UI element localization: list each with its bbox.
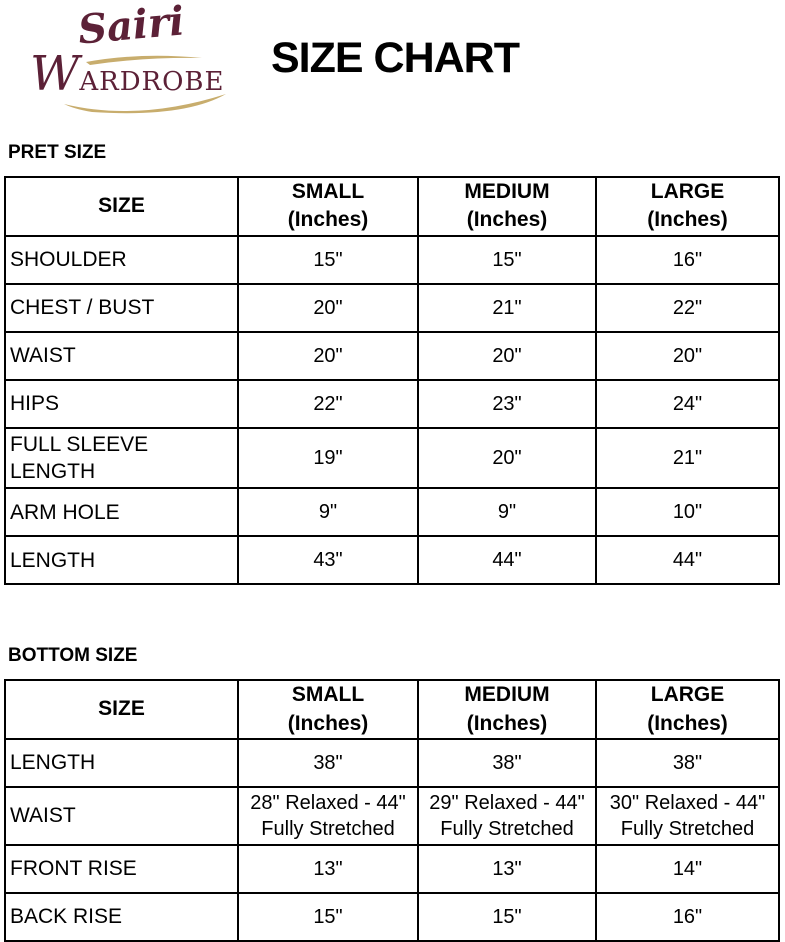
table-row: ARM HOLE 9" 9" 10" bbox=[4, 487, 780, 538]
column-header-small: SMALL (Inches) bbox=[237, 679, 419, 740]
value-cell: 20" bbox=[237, 282, 419, 333]
pret-size-section: PRET SIZE SIZE SMALL (Inches) MEDIUM (Inch… bbox=[4, 142, 781, 586]
value-cell: 9" bbox=[237, 487, 419, 538]
bottom-size-table: SIZE SMALL (Inches) MEDIUM (Inches) LARGE(… bbox=[4, 679, 780, 942]
row-label-cell: WAIST bbox=[4, 785, 239, 846]
value-cell: 16" bbox=[595, 234, 780, 285]
table-row: WAIST 28" Relaxed - 44" Fully Stretched … bbox=[4, 785, 780, 846]
row-label-cell: ARM HOLE bbox=[4, 487, 239, 538]
value-cell: 22" bbox=[237, 378, 419, 429]
value-cell: 23" bbox=[417, 378, 597, 429]
column-header-large: LARGE (Inches) bbox=[595, 679, 780, 740]
pret-size-heading: PRET SIZE bbox=[8, 142, 107, 163]
value-cell: 20" bbox=[595, 330, 780, 381]
value-cell: 15" bbox=[237, 234, 419, 285]
row-label-cell: WAIST bbox=[4, 330, 239, 381]
row-label-cell: FULL SLEEVE LENGTH bbox=[4, 426, 239, 490]
table-row: SHOULDER 15" 15" 16" bbox=[4, 234, 780, 285]
value-cell: 29" Relaxed - 44" Fully Stretched bbox=[417, 785, 597, 846]
table-row: HIPS 22" 23" 24" bbox=[4, 378, 780, 429]
table-row: WAIST 20" 20" 20" bbox=[4, 330, 780, 381]
column-header-medium: MEDIUM (Inches) bbox=[417, 679, 597, 740]
value-cell: 44" bbox=[595, 535, 780, 586]
value-cell: 30" Relaxed - 44" Fully Stretched bbox=[595, 785, 780, 846]
value-cell: 43" bbox=[237, 535, 419, 586]
brand-logo: Sairi WARDROBE bbox=[26, 0, 236, 120]
value-cell: 28" Relaxed - 44" Fully Stretched bbox=[237, 785, 419, 846]
column-header-size: SIZE bbox=[4, 679, 239, 740]
row-label-cell: FRONT RISE bbox=[4, 843, 239, 894]
value-cell: 38" bbox=[595, 737, 780, 788]
value-cell: 20" bbox=[417, 330, 597, 381]
header-row: SIZE SMALL (Inches) MEDIUM (Inches) LARGE(… bbox=[4, 679, 780, 740]
value-cell: 9" bbox=[417, 487, 597, 538]
row-label-cell: HIPS bbox=[4, 378, 239, 429]
page-header: Sairi WARDROBE SIZE CHART bbox=[0, 0, 785, 132]
value-cell: 13" bbox=[237, 843, 419, 894]
brand-rest: ARDROBE bbox=[79, 67, 225, 97]
value-cell: 24" bbox=[595, 378, 780, 429]
column-header-medium: MEDIUM (Inches) bbox=[417, 176, 597, 237]
brand-name-caps: WARDROBE bbox=[30, 50, 225, 98]
row-label-cell: SHOULDER bbox=[4, 234, 239, 285]
column-header-large: LARGE (Inches) bbox=[595, 176, 780, 237]
table-row: LENGTH 43" 44" 44" bbox=[4, 535, 780, 586]
column-header-size: SIZE bbox=[4, 176, 239, 237]
value-cell: 21" bbox=[417, 282, 597, 333]
value-cell: 14" bbox=[595, 843, 780, 894]
value-cell: 19" bbox=[237, 426, 419, 490]
value-cell: 10" bbox=[595, 487, 780, 538]
value-cell: 22" bbox=[595, 282, 780, 333]
value-cell: 21" bbox=[595, 426, 780, 490]
value-cell: 44" bbox=[417, 535, 597, 586]
row-label-cell: LENGTH bbox=[4, 535, 239, 586]
page-title: SIZE CHART bbox=[271, 34, 520, 82]
pret-size-table: SIZE SMALL (Inches) MEDIUM (Inches) LARGE(… bbox=[4, 176, 780, 586]
table-row: LENGTH 38" 38" 38" bbox=[4, 737, 780, 788]
value-cell: 38" bbox=[237, 737, 419, 788]
brand-initial: W bbox=[30, 46, 80, 102]
table-row: FULL SLEEVE LENGTH 19" 20" 21" bbox=[4, 426, 780, 490]
table-row: FRONT RISE 13" 13" 14" bbox=[4, 843, 780, 894]
value-cell: 13" bbox=[417, 843, 597, 894]
header-row: SIZE SMALL (Inches) MEDIUM (Inches) LARGE(… bbox=[4, 176, 780, 237]
bottom-size-section: BOTTOM SIZE SIZE SMALL (Inches) MEDIUM (In… bbox=[4, 645, 781, 942]
value-cell: 20" bbox=[237, 330, 419, 381]
brand-name-script: Sairi bbox=[76, 0, 187, 54]
column-header-small: SMALL (Inches) bbox=[237, 176, 419, 237]
value-cell: 15" bbox=[417, 234, 597, 285]
value-cell: 38" bbox=[417, 737, 597, 788]
bottom-size-heading: BOTTOM SIZE bbox=[8, 645, 138, 667]
value-cell: 20" bbox=[417, 426, 597, 490]
table-row: CHEST / BUST 20" 21" 22" bbox=[4, 282, 780, 333]
row-label-cell: CHEST / BUST bbox=[4, 282, 239, 333]
row-label-cell: LENGTH bbox=[4, 737, 239, 788]
